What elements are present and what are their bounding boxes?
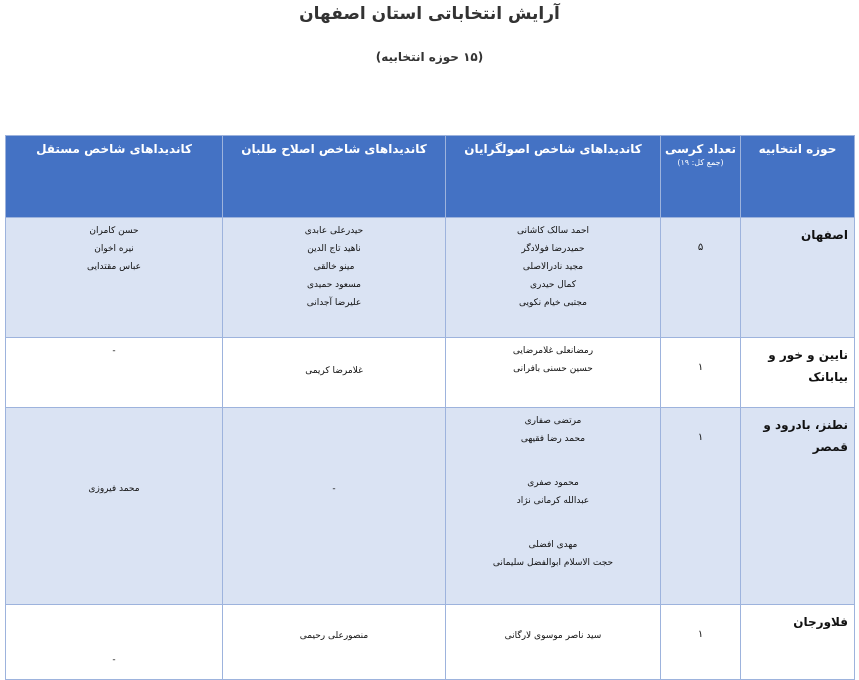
candidate-name: رمضانعلی غلامرضایی (512, 346, 594, 356)
principlist-cell: مرتضی صفاری محمد رضا فقیهی محمود صفری عبدال… (445, 407, 661, 605)
candidate-name: حیدرعلی عابدی (304, 226, 364, 236)
candidate-name: محمد رضا فقیهی (520, 434, 586, 444)
candidate-name: حمیدرضا فولادگر (521, 244, 585, 254)
table-row: اصفهان ۵ احمد سالک کاشانی حمیدرضا فولادگر مج… (5, 217, 855, 338)
reformist-cell: منصورعلی رحیمی (222, 604, 446, 680)
candidate-name: - (112, 655, 116, 665)
candidate-name: مرتضی صفاری (524, 416, 582, 426)
district-cell: نایین و خور و بیابانک (740, 337, 855, 408)
reformist-cell: حیدرعلی عابدی ناهید تاج الدین مینو خالقی مس… (222, 217, 446, 338)
page-title: آرایش انتخاباتی استان اصفهان (299, 4, 560, 24)
candidate-name: عبدالله کرمانی نژاد (516, 496, 590, 506)
table-row: نایین و خور و بیابانک ۱ رمضانعلی غلامرضایی… (5, 337, 855, 408)
candidate-name: - (332, 484, 336, 494)
candidate-name: سید ناصر موسوی لارگانی (504, 631, 602, 641)
candidate-name: مسعود حمیدی (307, 280, 361, 290)
candidate-name: نیره اخوان (94, 244, 134, 254)
candidate-name: کمال حیدری (529, 280, 577, 290)
principlist-cell: احمد سالک کاشانی حمیدرضا فولادگر مجید نادر… (445, 217, 661, 338)
table-row: نطنز، بادرود و قمصر ۱ مرتضی صفاری محمد رضا … (5, 407, 855, 605)
table-row: فلاورجان ۱ سید ناصر موسوی لارگانی منصورعلی … (5, 604, 855, 680)
seats-total: (جمع کل: ۱۹) (677, 158, 724, 167)
candidate-name: غلامرضا کریمی (305, 366, 363, 376)
candidate-name: محمود صفری (527, 478, 579, 488)
seats-cell: ۱ (660, 337, 741, 408)
district-cell: اصفهان (740, 217, 855, 338)
seats-cell: ۱ (660, 604, 741, 680)
header-reformist: کاندیداهای شاخص اصلاح طلبان (222, 135, 446, 218)
candidates-table: حوزه انتخابیه تعداد کرسی (جمع کل: ۱۹) کان… (5, 135, 855, 680)
candidate-name: ناهید تاج الدین (307, 244, 361, 254)
candidate-name: مینو خالقی (313, 262, 355, 272)
candidate-name: - (112, 346, 116, 356)
district-cell: نطنز، بادرود و قمصر (740, 407, 855, 605)
independent-cell: حسن کامران نیره اخوان عباس مقتدایی (5, 217, 223, 338)
principlist-cell: رمضانعلی غلامرضایی حسین حسنی بافرانی (445, 337, 661, 408)
candidate-name: مجید نادرالاصلی (522, 262, 584, 272)
header-district: حوزه انتخابیه (740, 135, 855, 218)
candidate-name: منصورعلی رحیمی (299, 631, 369, 641)
principlist-cell: سید ناصر موسوی لارگانی (445, 604, 661, 680)
seats-cell: ۵ (660, 217, 741, 338)
candidate-name: حسن کامران (89, 226, 139, 236)
seats-cell: ۱ (660, 407, 741, 605)
candidate-name: علیرضا آجدانی (306, 298, 362, 308)
header-seats: تعداد کرسی (جمع کل: ۱۹) (660, 135, 741, 218)
table-header-row: حوزه انتخابیه تعداد کرسی (جمع کل: ۱۹) کان… (5, 135, 855, 218)
reformist-cell: - (222, 407, 446, 605)
district-cell: فلاورجان (740, 604, 855, 680)
independent-cell: - (5, 604, 223, 680)
candidate-name: مهدی افضلی (528, 540, 578, 550)
reformist-cell: غلامرضا کریمی (222, 337, 446, 408)
candidate-name: احمد سالک کاشانی (516, 226, 590, 236)
candidate-name: مجتبی خیام نکویی (518, 298, 587, 308)
candidate-name: حجت الاسلام ابوالفضل سلیمانی (492, 558, 614, 568)
page-subtitle: (۱۵ حوزه انتخابیه) (375, 50, 484, 64)
candidate-name: محمد فیروزی (88, 484, 140, 494)
header-principlist: کاندیداهای شاخص اصولگرایان (445, 135, 661, 218)
independent-cell: محمد فیروزی (5, 407, 223, 605)
header-independent: کاندیداهای شاخص مستقل (5, 135, 223, 218)
independent-cell: - (5, 337, 223, 408)
candidate-name: حسین حسنی بافرانی (513, 364, 593, 374)
candidate-name: عباس مقتدایی (87, 262, 141, 272)
